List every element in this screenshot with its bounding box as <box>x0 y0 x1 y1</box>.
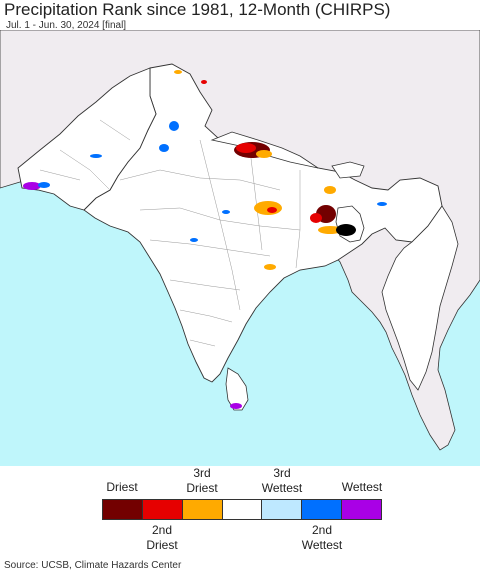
dry-patch-bengal-3 <box>318 226 342 234</box>
map-subtitle: Jul. 1 - Jun. 30, 2024 [final] <box>6 20 127 31</box>
pakistan-land <box>17 67 157 211</box>
dry-patch-bengal-2 <box>310 213 322 223</box>
legend-color-bar <box>102 499 382 520</box>
wet-patch-central <box>190 238 198 242</box>
wet-patch-pakistan <box>90 154 102 158</box>
legend-label-3rd-driest: 3rd Driest <box>186 466 218 495</box>
legend: Driest 3rd Driest 3rd Wettest Wettest 2n… <box>0 466 480 558</box>
legend-label-2nd-wettest: 2nd Wettest <box>301 523 343 552</box>
legend-swatch-normal <box>222 500 263 519</box>
legend-label-driest: Driest <box>106 480 138 494</box>
dry-patch-bihar <box>254 201 282 215</box>
dry-patch-north <box>174 70 182 74</box>
rank-patches <box>23 70 387 409</box>
dry-patch-nepal-2 <box>236 143 256 153</box>
legend-swatch-wettest <box>342 500 382 519</box>
sri-lanka-land <box>225 367 249 411</box>
dry-patch-assam <box>324 186 336 194</box>
map-title: Precipitation Rank since 1981, 12-Month … <box>4 0 391 19</box>
dry-patch-nepal-3 <box>256 150 272 158</box>
legend-label-3rd-wettest: 3rd Wettest <box>261 466 303 495</box>
legend-swatch-driest <box>103 500 143 519</box>
wet-patch-haryana <box>159 144 169 152</box>
source-credit: Source: UCSB, Climate Hazards Center <box>4 560 182 571</box>
dry-patch-bihar-2 <box>267 207 277 213</box>
legend-swatch-3rd-wettest <box>262 500 303 519</box>
dry-patch-bangladesh <box>336 224 356 236</box>
wet-patch-karachi <box>38 182 50 188</box>
legend-label-wettest: Wettest <box>341 480 383 494</box>
bhutan-land <box>331 161 365 179</box>
legend-swatch-3rd-driest <box>182 500 223 519</box>
legend-swatch-2nd-wettest <box>302 500 343 519</box>
dry-patch-north-2 <box>201 80 207 84</box>
myanmar-land <box>381 205 459 391</box>
dry-patch-odisha <box>264 264 276 270</box>
wettest-patch-karachi <box>23 182 41 190</box>
wet-patch-mp <box>222 210 230 214</box>
state-borders <box>39 119 301 347</box>
legend-swatch-2nd-driest <box>142 500 183 519</box>
precipitation-rank-map <box>0 30 480 466</box>
wet-patch-punjab <box>169 121 179 131</box>
wet-patch-east <box>377 202 387 206</box>
wet-patch-srilanka <box>230 403 242 409</box>
legend-label-2nd-driest: 2nd Driest <box>146 523 178 552</box>
